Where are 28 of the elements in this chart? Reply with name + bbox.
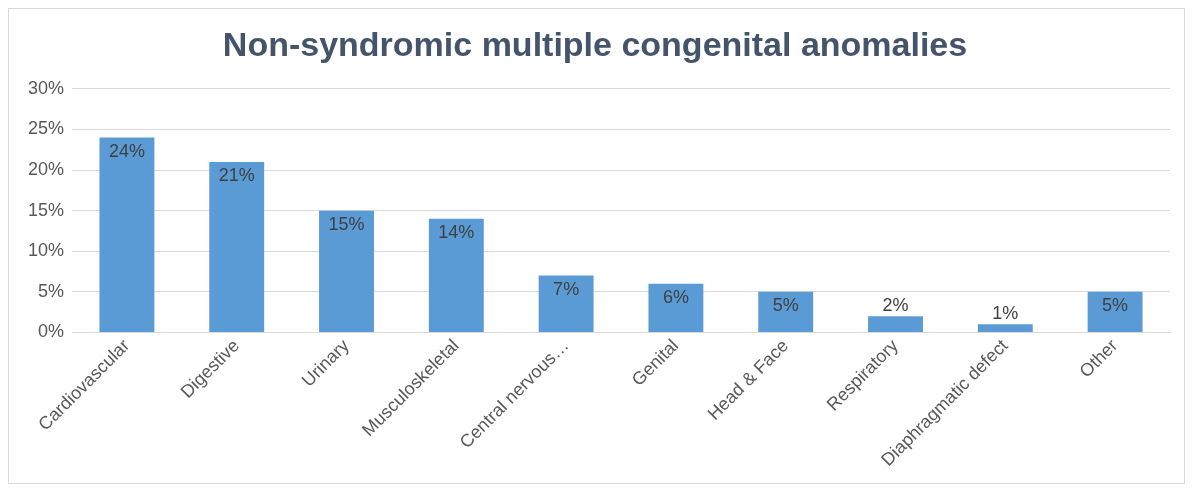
y-tick-label: 5% [38, 280, 65, 301]
bar [428, 218, 484, 332]
bar [209, 161, 265, 332]
data-label: 7% [553, 278, 580, 299]
bar [1087, 291, 1143, 332]
data-label: 6% [662, 286, 689, 307]
data-label: 1% [992, 303, 1019, 324]
bar [977, 324, 1033, 332]
data-label: 24% [108, 140, 145, 161]
bar [319, 210, 374, 332]
data-label: 21% [218, 164, 255, 185]
data-label: 15% [328, 213, 365, 234]
data-label: 5% [1102, 294, 1129, 315]
chart-title: Non-syndromic multiple congenital anomalies [222, 24, 968, 63]
y-tick-label: 30% [28, 77, 65, 98]
bar [538, 275, 594, 332]
y-tick-label: 20% [28, 158, 65, 179]
data-label: 14% [438, 221, 475, 242]
data-label: 2% [882, 295, 909, 316]
data-label: 5% [772, 294, 799, 315]
bar [868, 316, 923, 332]
y-tick-label: 0% [38, 321, 65, 342]
bar [648, 283, 704, 332]
y-tick-label: 10% [28, 240, 65, 261]
y-tick-label: 25% [28, 118, 65, 139]
bar [758, 291, 814, 332]
y-tick-label: 15% [28, 199, 65, 220]
bar [99, 137, 155, 332]
